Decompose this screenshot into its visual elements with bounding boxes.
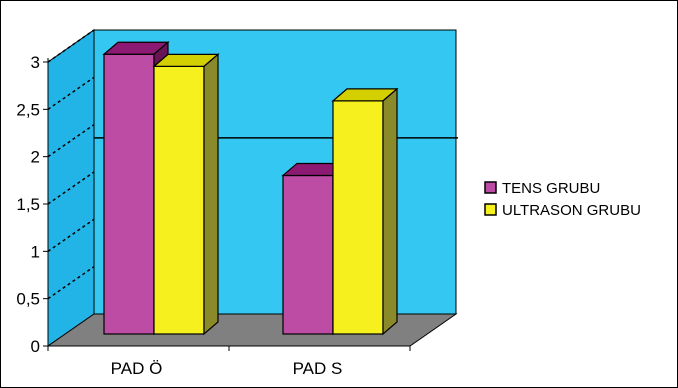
y-tick-label: 3 xyxy=(31,53,40,72)
legend-label: TENS GRUBU xyxy=(502,180,600,197)
y-tick-label: 0 xyxy=(31,337,40,356)
legend-label: ULTRASON GRUBU xyxy=(502,202,641,219)
bar-ultrason-grubu xyxy=(332,100,384,335)
y-tick-label: 0,5 xyxy=(16,290,40,309)
chart-axes xyxy=(43,58,411,351)
y-tick-label: 2 xyxy=(31,148,40,167)
y-tick-label: 1,5 xyxy=(16,195,40,214)
bar-ultrason-grubu xyxy=(153,65,205,335)
x-category-label: PAD Ö xyxy=(111,359,163,378)
bar-tens-grubu xyxy=(282,174,334,335)
side-wall xyxy=(47,29,95,347)
chart-labels: 0 0,5 1 1,5 2 2,5 3 PAD Ö PAD S xyxy=(16,53,342,378)
y-tick-label: 2,5 xyxy=(16,100,40,119)
chart-legend: TENS GRUBU ULTRASON GRUBU xyxy=(484,180,641,219)
y-tick-label: 1 xyxy=(31,242,40,261)
legend-swatch xyxy=(484,203,497,216)
legend-swatch xyxy=(484,181,497,194)
x-category-label: PAD S xyxy=(293,359,343,378)
bar-side-face xyxy=(382,87,398,336)
bar-side-face xyxy=(203,53,219,336)
bar-tens-grubu xyxy=(103,53,155,335)
chart-bars xyxy=(102,40,399,336)
